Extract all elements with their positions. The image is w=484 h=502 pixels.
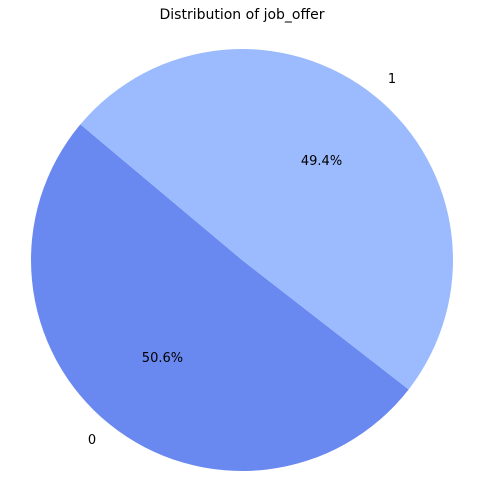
- slice-percent-label: 50.6%: [142, 351, 183, 366]
- pie-slice-1: [80, 48, 454, 390]
- slice-category-label: 0: [88, 433, 96, 448]
- slice-category-label: 1: [388, 72, 396, 87]
- chart-title: Distribution of job_offer: [159, 7, 325, 23]
- slice-percent-label: 49.4%: [301, 154, 342, 169]
- pie-slice-0: [31, 124, 409, 471]
